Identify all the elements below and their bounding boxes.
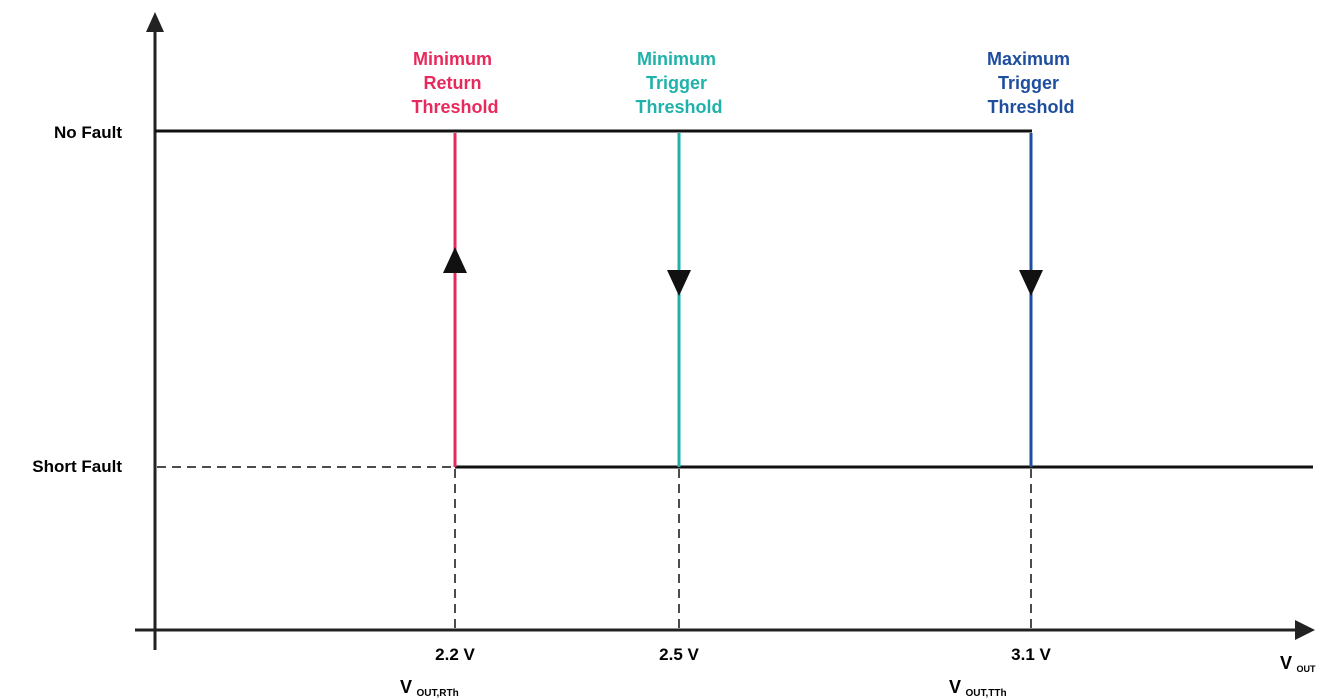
no-fault-label: No Fault [54, 123, 122, 142]
tick-label-2-2v: 2.2 V [435, 645, 475, 664]
state-trace [155, 129, 1313, 469]
label-line: Trigger [998, 73, 1059, 93]
tick-label-3-1v: 3.1 V [1011, 645, 1051, 664]
label-line: Minimum [637, 49, 716, 69]
label-line: Threshold [635, 97, 722, 117]
label-line: Return [423, 73, 481, 93]
label-main: V [949, 677, 961, 697]
min-trigger-threshold-label: Minimum Trigger Threshold [635, 49, 722, 117]
y-axis-arrow-icon [146, 12, 164, 32]
tick-label-2-5v: 2.5 V [659, 645, 699, 664]
label-line: Minimum [413, 49, 492, 69]
label-subscript: OUT,RTh [416, 688, 458, 698]
minimum-trigger-threshold: Minimum Trigger Threshold 2.5 V [635, 49, 722, 664]
vout-rth-label: V OUT,RTh [400, 677, 459, 698]
max-trigger-threshold-label: Maximum Trigger Threshold [987, 49, 1075, 117]
label-subscript: OUT [1296, 664, 1316, 674]
label-main: V [1280, 653, 1292, 673]
drop-lines [454, 469, 1032, 630]
short-fault-label: Short Fault [32, 457, 122, 476]
maximum-trigger-threshold: Maximum Trigger Threshold 3.1 V [987, 49, 1075, 664]
arrow-up-icon [443, 247, 467, 273]
axes [135, 12, 1315, 650]
arrow-down-icon [1019, 270, 1043, 296]
label-line: Maximum [987, 49, 1070, 69]
x-axis-label: V OUT [1280, 653, 1316, 674]
arrow-down-icon [667, 270, 691, 296]
vout-tth-label: V OUT,TTh [949, 677, 1007, 698]
label-line: Threshold [987, 97, 1074, 117]
label-line: Trigger [646, 73, 707, 93]
x-axis-arrow-icon [1295, 620, 1315, 640]
label-subscript: OUT,TTh [965, 688, 1006, 698]
label-line: Threshold [411, 97, 498, 117]
minimum-return-threshold: Minimum Return Threshold 2.2 V [411, 49, 498, 664]
label-main: V [400, 677, 412, 697]
return-threshold-label: Minimum Return Threshold [411, 49, 498, 117]
